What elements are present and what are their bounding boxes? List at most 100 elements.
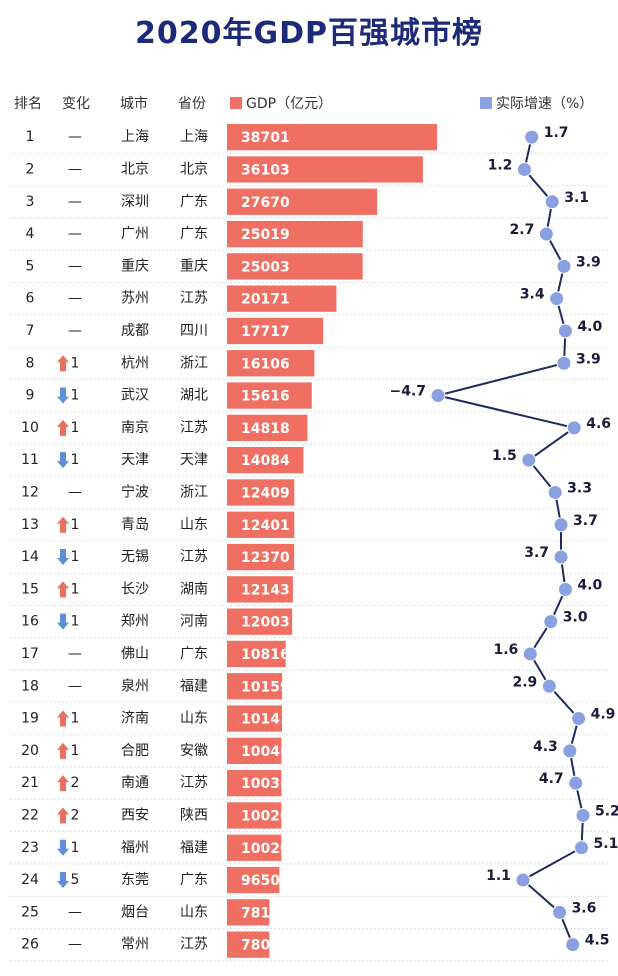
city-cell: 福州: [121, 840, 149, 856]
change-cell: —: [68, 678, 82, 694]
rank-cell: 2: [26, 161, 35, 177]
rank-cell: 21: [21, 775, 39, 791]
change-cell: —: [68, 904, 82, 920]
gdp-bar: [227, 737, 282, 764]
growth-label: 2.9: [513, 674, 538, 690]
city-cell: 北京: [121, 161, 149, 177]
growth-point: [553, 517, 569, 533]
city-cell: 南京: [121, 420, 149, 436]
rank-cell: 13: [21, 517, 39, 533]
change-cell: 2: [71, 775, 80, 791]
city-cell: 济南: [121, 711, 149, 727]
arrow-down-icon: [57, 452, 69, 469]
rank-cell: 19: [21, 711, 39, 727]
province-cell: 山东: [180, 711, 208, 727]
legend-growth-swatch: [480, 97, 492, 109]
gdp-label: 15616: [241, 389, 290, 405]
page-title: 2020年GDP百强城市榜: [134, 16, 483, 51]
header-province: 省份: [178, 96, 206, 112]
gdp-bar: [227, 479, 295, 506]
arrow-up-icon: [57, 516, 69, 533]
gdp-bar: [227, 673, 283, 700]
province-cell: 陕西: [180, 807, 208, 823]
growth-point: [524, 129, 540, 145]
gdp-bar: [227, 414, 308, 441]
province-cell: 浙江: [180, 355, 208, 371]
city-cell: 宁波: [121, 483, 149, 500]
city-cell: 西安: [121, 807, 149, 823]
legend-growth: 实际增速（%）: [480, 93, 593, 113]
growth-label: −4.7: [389, 384, 426, 400]
gdp-bar: [227, 124, 437, 151]
growth-point: [556, 258, 572, 274]
province-cell: 山东: [180, 904, 208, 920]
province-cell: 河南: [180, 614, 208, 630]
growth-label: 3.0: [563, 610, 588, 626]
change-cell: 1: [71, 388, 80, 404]
gdp-label: 25003: [241, 259, 290, 275]
province-cell: 湖北: [180, 388, 208, 404]
change-cell: —: [68, 161, 82, 177]
gdp-label: 10046: [241, 744, 290, 760]
rank-cell: 23: [21, 840, 39, 856]
arrow-up-icon: [57, 710, 69, 727]
growth-point: [557, 581, 573, 597]
rank-cell: 4: [26, 226, 35, 242]
arrow-down-icon: [57, 549, 69, 566]
province-cell: 江苏: [180, 775, 208, 791]
province-cell: 浙江: [180, 484, 208, 500]
province-cell: 福建: [180, 840, 208, 856]
gdp-label: 12401: [241, 518, 290, 534]
change-cell: 2: [71, 807, 80, 823]
rank-cell: 25: [21, 904, 39, 920]
province-cell: 广东: [180, 872, 208, 888]
city-cell: 东莞: [121, 872, 149, 888]
growth-label: 3.6: [572, 900, 597, 916]
growth-label: 4.5: [585, 933, 610, 949]
growth-label: 3.9: [576, 254, 601, 270]
rank-cell: 14: [21, 549, 39, 565]
province-cell: 福建: [180, 678, 208, 694]
city-cell: 苏州: [121, 291, 149, 307]
change-cell: —: [68, 323, 82, 339]
gdp-label: 12003: [241, 615, 290, 631]
growth-label: 1.6: [493, 642, 518, 658]
gdp-bar: [227, 156, 423, 183]
gdp-label: 10816: [241, 647, 290, 663]
gdp-bar: [227, 382, 312, 409]
legend-gdp-swatch: [230, 97, 242, 109]
growth-point: [565, 937, 581, 953]
legend-growth-label: 实际增速（%）: [496, 96, 594, 112]
city-cell: 青岛: [121, 517, 149, 533]
growth-label: 2.7: [510, 222, 535, 238]
gdp-label: 14818: [241, 421, 290, 437]
header-city: 城市: [120, 96, 148, 112]
change-cell: 1: [71, 840, 80, 856]
change-cell: 1: [71, 743, 80, 759]
province-cell: 天津: [180, 452, 208, 468]
rank-cell: 5: [26, 258, 35, 274]
gdp-bar: [227, 576, 293, 603]
rank-cell: 11: [21, 452, 39, 468]
growth-point: [574, 840, 590, 856]
arrow-up-icon: [57, 419, 69, 436]
growth-point: [549, 291, 565, 307]
change-cell: —: [68, 484, 82, 500]
gdp-label: 25019: [241, 227, 290, 243]
province-cell: 安徽: [180, 743, 208, 759]
growth-point: [516, 161, 532, 177]
growth-point: [552, 904, 568, 920]
growth-point: [553, 549, 569, 565]
legend-gdp: GDP（亿元）: [230, 93, 332, 113]
change-cell: 1: [71, 355, 80, 371]
gdp-label: 36103: [241, 162, 290, 178]
gdp-bar: [227, 640, 286, 668]
city-cell: 泉州: [121, 677, 149, 694]
province-cell: 上海: [180, 129, 208, 145]
gdp-label: 12370: [241, 550, 290, 566]
change-cell: —: [68, 646, 82, 662]
gdp-label: 16106: [241, 356, 290, 372]
rank-cell: 9: [26, 388, 35, 404]
growth-point: [568, 775, 584, 791]
growth-label: 5.1: [594, 836, 618, 852]
